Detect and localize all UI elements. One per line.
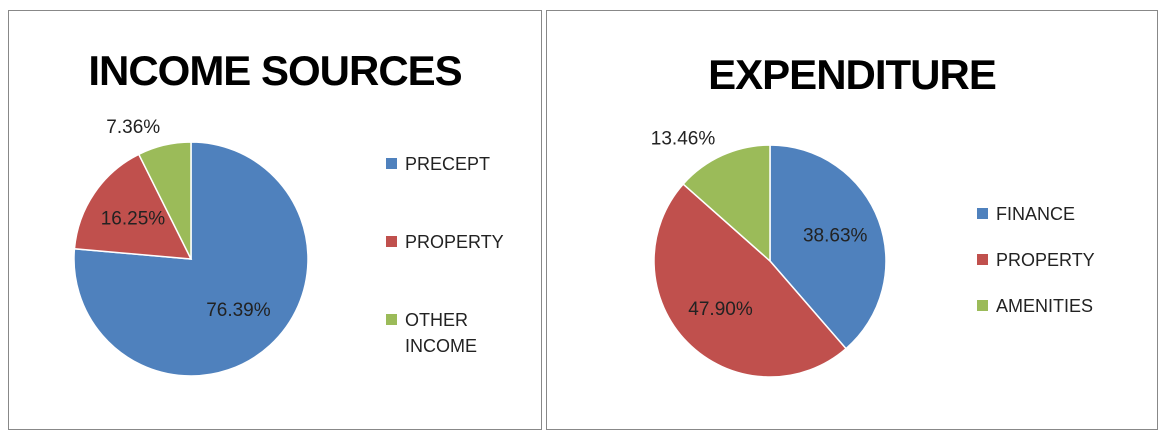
pie-slice [769, 144, 887, 350]
pie-slice [137, 141, 192, 260]
legend-swatch [386, 314, 397, 325]
legend-entry: AMENITIES [977, 293, 1096, 319]
legend-swatch [386, 236, 397, 247]
legend-label: AMENITIES [996, 296, 1094, 316]
data-label: 76.39% [206, 300, 271, 321]
legend-swatch [977, 208, 988, 219]
legend-label: PRECEPT [405, 154, 491, 174]
chart-title: INCOME SOURCES [88, 47, 462, 94]
legend-label: PROPERTY [405, 232, 504, 252]
pie-slice [73, 153, 193, 260]
pie-slice [653, 183, 848, 378]
data-label: 47.90% [688, 299, 753, 320]
chart-panel: INCOME SOURCES 76.39% 16.25% 7.36% PRECEPT P… [8, 10, 542, 430]
data-label: 13.46% [651, 128, 716, 149]
legend-entry: OTHER INCOME [386, 307, 505, 359]
chart-title: EXPENDITURE [708, 51, 997, 98]
pie-slice [73, 141, 309, 377]
legend-label: OTHER INCOME [405, 310, 477, 356]
legend-entry: FINANCE [977, 201, 1096, 227]
pie-slice [682, 144, 771, 263]
legend-swatch [977, 300, 988, 311]
pie-chart: 38.63% 47.90% 13.46% [651, 128, 887, 378]
page: INCOME SOURCES 76.39% 16.25% 7.36% PRECEPT P… [8, 10, 1158, 430]
chart-panel: EXPENDITURE 38.63% 47.90% 13.46% FINANCE PRO… [546, 10, 1158, 430]
legend-entry: PROPERTY [386, 229, 505, 255]
legend-swatch [977, 254, 988, 265]
data-label: 38.63% [803, 226, 868, 247]
legend-label: FINANCE [996, 204, 1076, 224]
pie-chart: 76.39% 16.25% 7.36% [73, 117, 309, 377]
legend-label: PROPERTY [996, 250, 1095, 270]
legend-entry: PROPERTY [977, 247, 1096, 273]
data-label: 16.25% [101, 209, 166, 230]
legend-entry: PRECEPT [386, 151, 505, 177]
data-label: 7.36% [106, 117, 160, 138]
legend-swatch [386, 158, 397, 169]
